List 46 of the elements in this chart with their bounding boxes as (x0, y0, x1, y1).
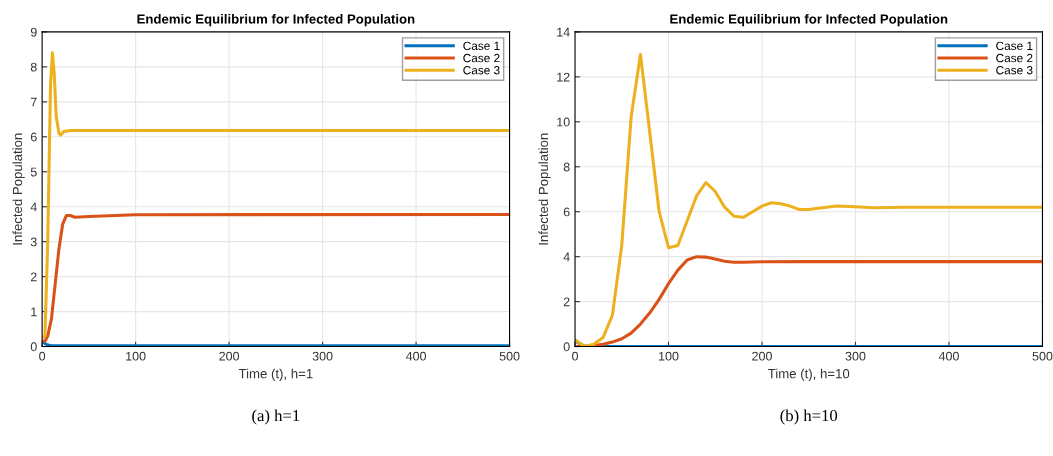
legend-label: Case 3 (996, 66, 1033, 75)
y-tick-label: 8 (563, 162, 570, 172)
y-tick-label: 4 (563, 252, 570, 262)
x-tick-label: 100 (659, 351, 679, 361)
y-tick-label: 10 (557, 117, 570, 127)
chart-title: Endemic Equilibrium for Infected Population (137, 14, 415, 27)
x-tick-label: 0 (39, 351, 46, 361)
x-tick-label: 200 (752, 351, 772, 361)
y-tick-label: 3 (30, 237, 37, 247)
legend-label: Case 2 (463, 53, 500, 63)
x-tick-label: 500 (1032, 351, 1053, 361)
x-tick-label: 400 (938, 351, 959, 361)
x-axis-title: Time (t), h=1 (238, 368, 313, 381)
line-series (42, 51, 510, 340)
x-tick-label: 0 (572, 351, 578, 361)
y-axis-title: Infected Population (538, 133, 551, 245)
y-tick-label: 0 (30, 342, 37, 352)
y-tick-label: 9 (30, 27, 37, 37)
y-tick-label: 2 (563, 297, 570, 307)
y-tick-label: 0 (563, 342, 570, 352)
y-tick-label: 2 (30, 272, 37, 282)
x-tick-label: 100 (126, 351, 146, 361)
y-tick-label: 6 (563, 207, 570, 217)
legend-label: Case 3 (463, 66, 500, 75)
x-tick-label: 300 (312, 351, 333, 361)
y-tick-label: 12 (557, 72, 570, 82)
y-axis-title: Infected Population (12, 133, 25, 245)
y-tick-label: 8 (30, 62, 37, 72)
line-series (42, 212, 510, 343)
x-tick-label: 200 (219, 351, 240, 361)
legend-label: Case 1 (463, 41, 500, 51)
y-tick-label: 4 (30, 202, 37, 212)
chart-title: Endemic Equilibrium for Infected Population (670, 14, 948, 27)
y-tick-label: 6 (30, 132, 37, 142)
legend-label: Case 1 (996, 41, 1033, 51)
y-tick-label: 5 (30, 167, 37, 177)
x-tick-label: 300 (845, 351, 866, 361)
text: (a) h=1 (252, 409, 300, 425)
x-tick-label: 500 (499, 351, 520, 361)
y-tick-label: 7 (30, 97, 37, 107)
legend-label: Case 2 (996, 53, 1033, 63)
y-tick-label: 1 (31, 307, 37, 317)
y-tick-label: 14 (557, 27, 570, 37)
x-axis-title: Time (t), h=10 (768, 368, 850, 381)
x-tick-label: 400 (405, 351, 427, 361)
text: (b) h=10 (780, 409, 838, 425)
